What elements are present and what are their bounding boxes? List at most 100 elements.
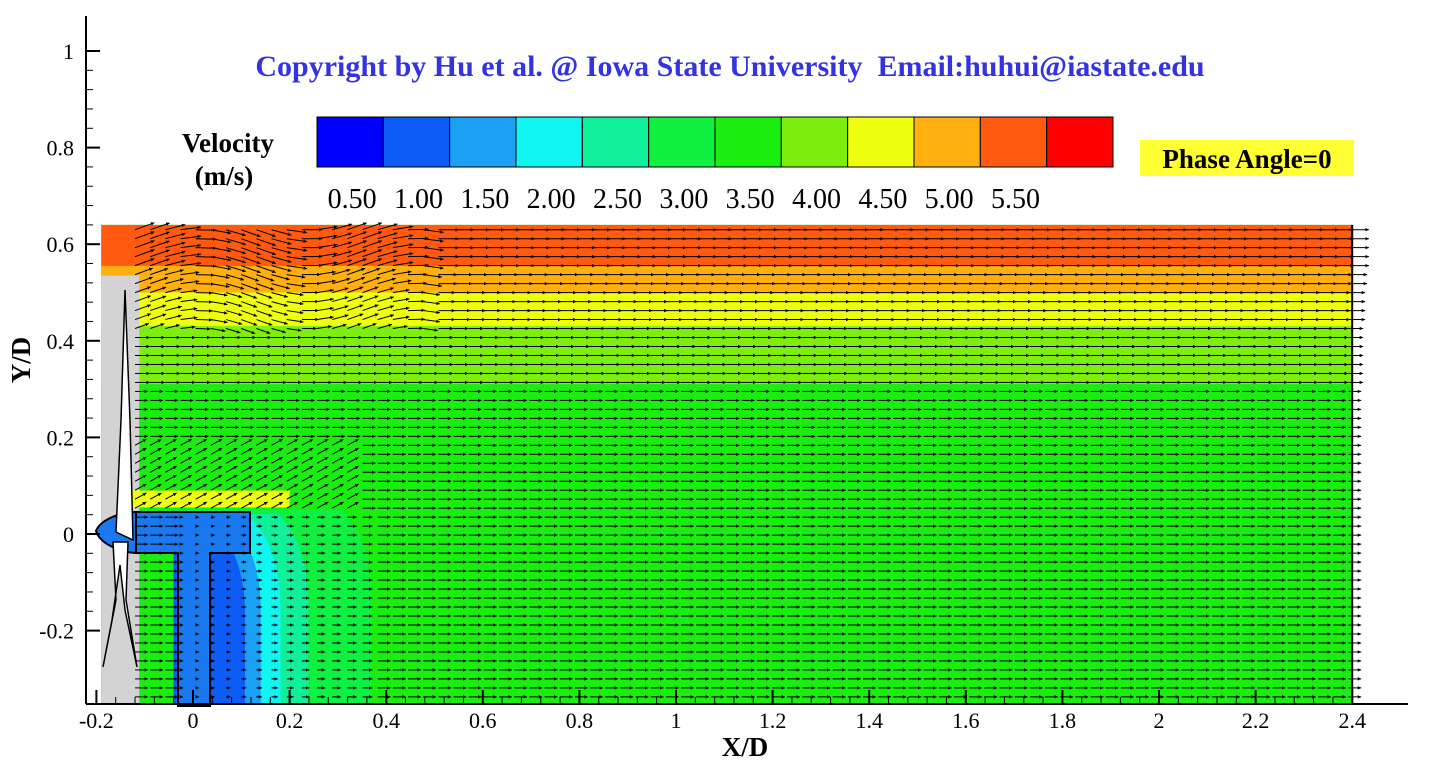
vector-584 [392, 288, 410, 294]
vector-648 [134, 295, 152, 303]
vector-255 [316, 252, 338, 258]
vector-488 [165, 278, 184, 285]
vector-1958 [347, 438, 359, 446]
legend-label-10: 5.50 [991, 184, 1040, 215]
legend-swatch-1 [382, 116, 451, 168]
vector-908 [392, 324, 408, 330]
x-axis-label: X/D [722, 732, 769, 762]
vector-650 [165, 296, 182, 303]
vector-1956 [316, 438, 329, 446]
y-tick-label-0: -0.2 [39, 619, 74, 644]
vector-96 [362, 231, 383, 240]
vector-87 [225, 238, 246, 246]
vector-505 [423, 283, 442, 288]
vector-1944 [134, 438, 147, 446]
vector-260 [392, 252, 414, 258]
legend-labels: 0.50 1.00 1.50 2.00 2.50 3.00 3.50 4.00 4.50 5.00… [328, 184, 1040, 215]
vector-826 [377, 314, 395, 321]
vector-1954 [286, 438, 299, 446]
x-tick-label-4: 0.6 [469, 708, 497, 733]
vector-243 [134, 249, 155, 258]
vector-2269 [149, 474, 162, 482]
legend-swatch-0 [316, 116, 384, 168]
legend-swatch-9 [913, 116, 981, 168]
vector-737 [256, 310, 273, 317]
vector-729 [134, 304, 152, 312]
vector-748 [423, 310, 440, 315]
vector-906 [362, 323, 377, 330]
legend-swatch-6 [714, 116, 782, 168]
vector-2196 [271, 465, 284, 473]
vector-575 [256, 292, 273, 299]
vector-2199 [316, 465, 329, 473]
vector-910 [423, 328, 438, 332]
vector-744 [362, 304, 379, 312]
vector-1946 [165, 438, 177, 446]
vector-2116 [286, 456, 299, 464]
vector-326 [165, 259, 186, 267]
contour-band-2 [101, 292, 1353, 327]
vector-330 [225, 265, 246, 273]
vector-813 [180, 316, 198, 321]
vector-252 [271, 256, 292, 263]
vector-583 [377, 287, 395, 294]
contour-band-1 [101, 265, 1353, 293]
legend-swatch-4 [581, 116, 650, 168]
vector-327 [180, 261, 202, 267]
vector-2197 [286, 465, 299, 473]
vector-2106 [134, 456, 147, 464]
vector-653 [210, 301, 228, 306]
vector-501 [362, 276, 381, 285]
vector-736 [241, 310, 258, 317]
vector-2198 [301, 465, 314, 473]
vector-654 [225, 301, 243, 308]
vector-651 [180, 298, 198, 303]
legend-label-2: 1.50 [460, 184, 509, 215]
vector-568 [150, 286, 167, 294]
vector-649 [150, 295, 167, 303]
vector-739 [286, 310, 304, 315]
vector-81 [134, 231, 155, 240]
x-tick-label-6: 1 [671, 708, 682, 733]
vector-1952 [256, 438, 268, 446]
vector-812 [165, 314, 182, 321]
vector-491 [210, 283, 230, 288]
vector-732 [180, 307, 198, 312]
vector-407 [165, 269, 184, 276]
vector-824 [347, 313, 364, 321]
vector-825 [362, 313, 379, 321]
vector-2268 [134, 474, 147, 482]
vector-410 [210, 274, 230, 279]
legend-label-1: 1.00 [394, 184, 443, 215]
vector-2193 [225, 465, 238, 473]
vector-88 [241, 238, 261, 247]
vector-1948 [195, 438, 208, 446]
y-ticks: -0.2 0 0.2 0.4 0.6 0.8 1 [39, 39, 100, 644]
vector-817 [241, 319, 258, 326]
vector-822 [316, 315, 334, 321]
legend-label-0: 0.50 [328, 184, 377, 215]
vector-816 [225, 319, 243, 325]
vector-339 [362, 258, 383, 267]
vector-661 [332, 296, 349, 303]
vector-577 [286, 292, 304, 297]
vector-489 [180, 279, 200, 285]
vector-245 [165, 250, 186, 258]
velocity-vectors [134, 222, 1369, 699]
vector-743 [347, 304, 364, 312]
vector-2115 [271, 456, 284, 464]
vector-2037 [316, 447, 329, 455]
vector-2119 [331, 456, 344, 464]
vector-7 [241, 229, 261, 238]
vector-249 [225, 256, 246, 264]
legend-title-line1: Velocity [182, 128, 274, 158]
vector-2109 [180, 456, 193, 464]
y-tick-label-2: 0.2 [47, 425, 75, 450]
x-tick-label-2: 0.2 [276, 708, 304, 733]
vector-413 [256, 274, 275, 282]
vector-486 [134, 276, 153, 285]
vector-93 [316, 234, 338, 240]
vector-581 [347, 286, 364, 294]
vector-2118 [316, 456, 329, 464]
vector-1945 [149, 438, 162, 446]
